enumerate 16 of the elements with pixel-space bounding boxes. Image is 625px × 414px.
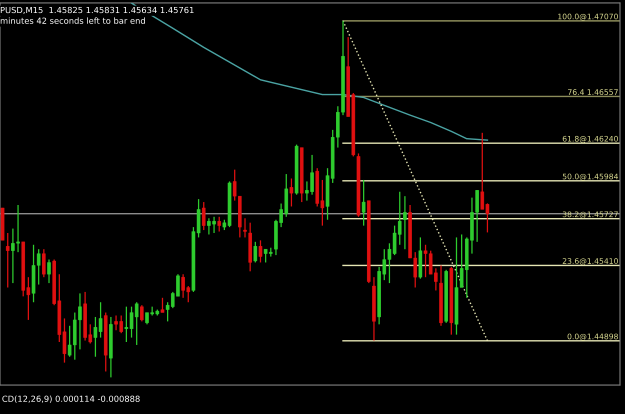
text: CD(12,26,9) 0.000114 -0.000888 [2, 395, 140, 403]
candlestick [403, 196, 407, 250]
candlestick [202, 201, 206, 231]
candlestick [362, 179, 366, 226]
candlestick [47, 258, 51, 284]
candlestick [243, 218, 247, 238]
candlestick [160, 297, 164, 314]
candlestick [258, 240, 262, 264]
text: minutes 42 seconds left to bar end [0, 17, 145, 24]
candlestick [217, 216, 222, 232]
candlestick [6, 232, 10, 288]
candlestick [140, 304, 144, 322]
candlestick [42, 248, 46, 278]
chart-title: PUSD,M15 1.45825 1.45831 1.45634 1.45761 [0, 6, 194, 14]
candlestick [290, 178, 294, 208]
candlestick [254, 241, 258, 264]
